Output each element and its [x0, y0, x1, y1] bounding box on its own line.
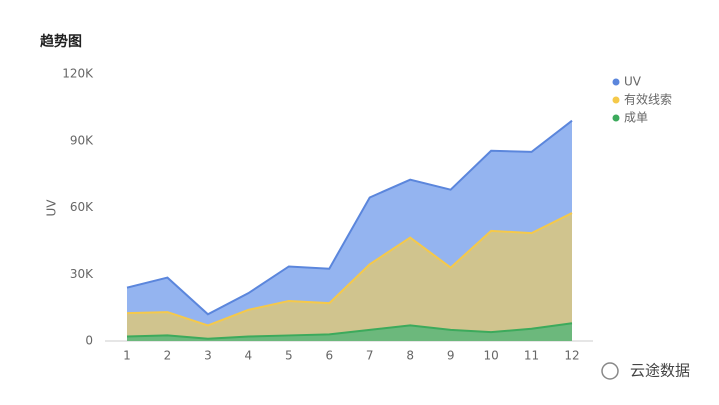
- x-tick-label: 10: [483, 349, 498, 363]
- line: [126, 212, 573, 327]
- legend-marker: [612, 114, 620, 122]
- line: [126, 322, 573, 340]
- legend-label: 成单: [624, 111, 648, 125]
- y-axis-label: UV: [45, 199, 59, 217]
- y-tick-label: 90K: [70, 133, 94, 147]
- y-tick-label: 0: [85, 334, 93, 348]
- x-tick-label: 8: [406, 349, 414, 363]
- area: [127, 213, 572, 341]
- x-tick-label: 12: [564, 349, 579, 363]
- x-tick-label: 11: [524, 349, 539, 363]
- x-tick-label: 5: [285, 349, 293, 363]
- x-tick-label: 2: [164, 349, 172, 363]
- watermark: 云途数据: [630, 362, 690, 380]
- x-tick-label: 4: [245, 349, 253, 363]
- x-tick-label: 9: [447, 349, 455, 363]
- legend-label: UV: [624, 75, 642, 89]
- x-tick-label: 1: [123, 349, 131, 363]
- y-tick-label: 120K: [62, 67, 94, 81]
- y-tick-label: 60K: [70, 200, 94, 214]
- x-tick-label: 3: [204, 349, 212, 363]
- y-tick-label: 30K: [70, 267, 94, 281]
- legend-marker: [612, 78, 620, 86]
- legend-label: 有效线索: [624, 92, 672, 107]
- watermark-icon: [601, 362, 619, 380]
- x-tick-label: 6: [325, 349, 333, 363]
- legend-marker: [612, 96, 620, 104]
- line: [126, 119, 573, 316]
- x-tick-label: 7: [366, 349, 374, 363]
- chart-title: 趋势图: [40, 33, 82, 50]
